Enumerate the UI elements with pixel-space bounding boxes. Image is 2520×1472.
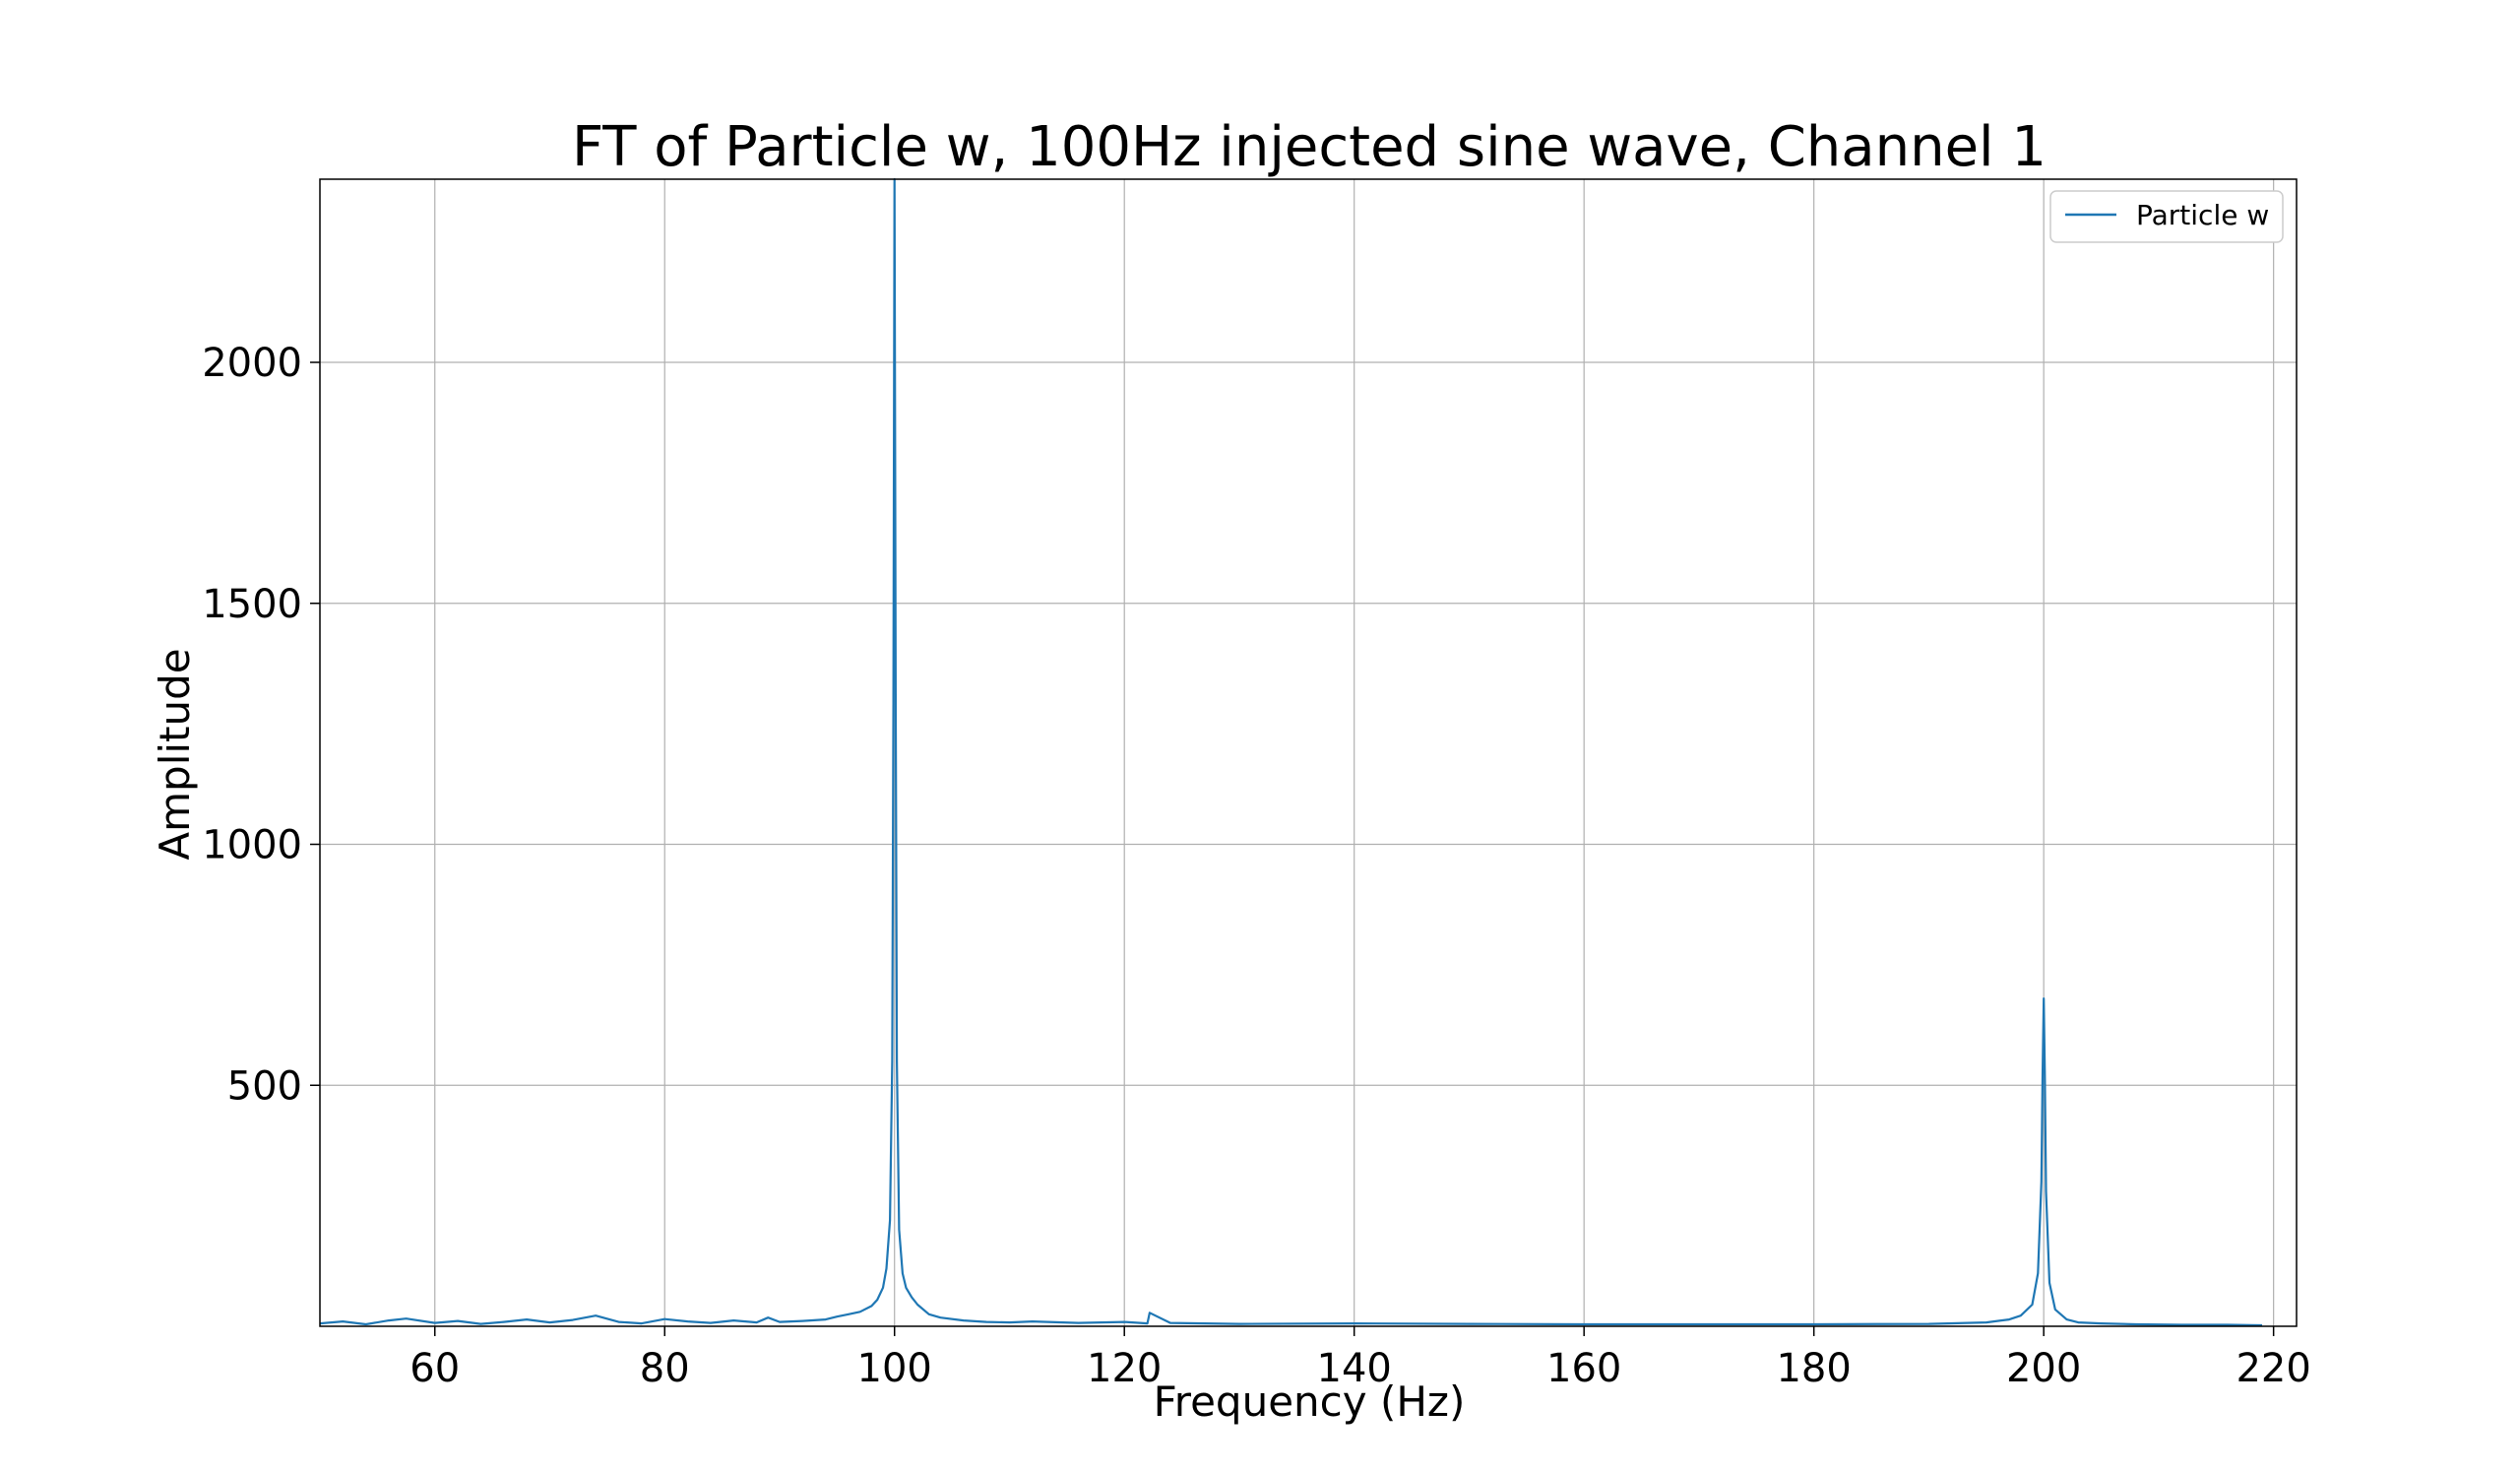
x-tick-label: 140 [1317, 1346, 1392, 1391]
legend: Particle w [2049, 190, 2284, 243]
grid [320, 179, 2297, 1326]
y-tick-label: 500 [227, 1063, 302, 1109]
x-tick-label: 60 [410, 1346, 460, 1391]
x-tick-label: 220 [2236, 1346, 2310, 1391]
series-line-0 [319, 177, 2263, 1327]
y-tick-label: 2000 [202, 341, 302, 386]
y-tick-label: 1500 [202, 582, 302, 627]
x-tick-label: 180 [1776, 1346, 1851, 1391]
x-tick-label: 120 [1087, 1346, 1162, 1391]
legend-box [2049, 190, 2284, 243]
series-layer [319, 177, 2263, 1327]
legend-label: Particle w [2136, 199, 2269, 231]
y-axis-ticks: 500 1000 1500 2000 [202, 341, 320, 1109]
x-tick-label: 200 [2006, 1346, 2081, 1391]
plot-frame [319, 178, 2298, 1327]
x-tick-label: 160 [1546, 1346, 1621, 1391]
x-tick-label: 80 [640, 1346, 690, 1391]
y-axis-label: Amplitude [151, 648, 199, 860]
chart-title: FT of Particle w, 100Hz injected sine wa… [572, 115, 2047, 179]
x-axis-ticks: 60 80 100 120 140 160 180 200 220 [410, 1326, 2311, 1391]
x-axis-label: Frequency (Hz) [1154, 1377, 1466, 1426]
y-tick-label: 1000 [202, 823, 302, 868]
x-tick-label: 100 [857, 1346, 932, 1391]
